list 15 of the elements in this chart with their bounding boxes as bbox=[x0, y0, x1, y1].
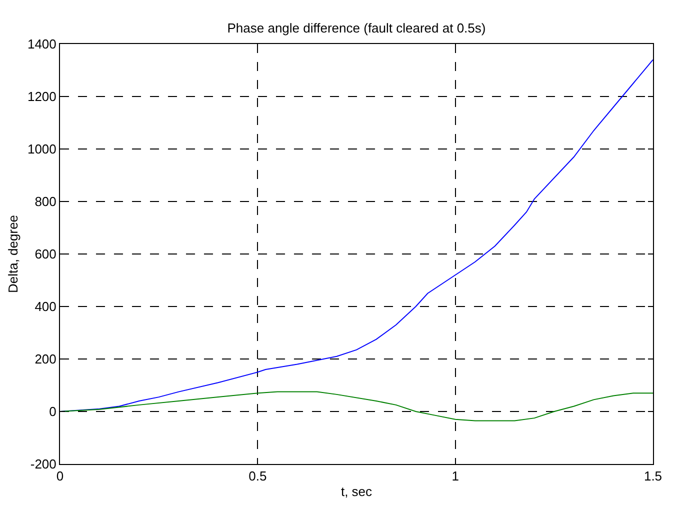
y-tick-label: 0 bbox=[49, 404, 56, 420]
y-tick-label: 800 bbox=[34, 194, 56, 210]
x-axis-title: t, sec bbox=[340, 484, 373, 500]
chart-title: Phase angle difference (fault cleared at 0.5s) bbox=[227, 20, 486, 36]
y-tick-label: -200 bbox=[30, 456, 56, 472]
x-tick-label: 1.5 bbox=[644, 468, 662, 484]
y-tick-label: 1400 bbox=[27, 36, 56, 52]
y-tick-label: 1200 bbox=[27, 89, 56, 104]
y-tick-label: 1000 bbox=[27, 142, 56, 157]
x-tick-label: 1 bbox=[452, 468, 459, 484]
y-axis-title: Delta, degree bbox=[5, 214, 20, 294]
y-tick-label: 400 bbox=[34, 299, 56, 314]
x-tick-label: 0.5 bbox=[248, 468, 267, 484]
y-tick-label: 600 bbox=[34, 246, 56, 262]
y-tick-label: 200 bbox=[34, 352, 56, 367]
